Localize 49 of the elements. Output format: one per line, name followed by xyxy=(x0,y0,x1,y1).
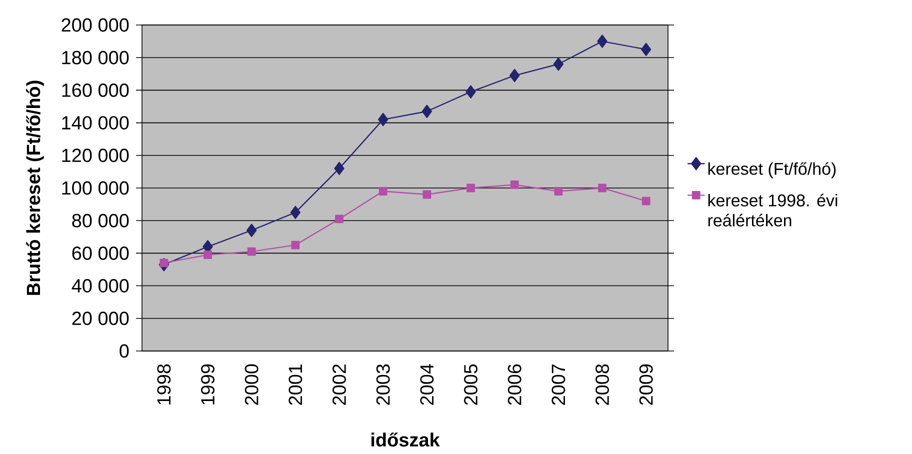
x-tick-label: 2009 xyxy=(639,364,653,405)
x-tick-label: 1999 xyxy=(201,364,214,404)
point xyxy=(422,104,432,118)
legend-label: kereset 1998. évi reálértéken xyxy=(708,194,838,226)
point xyxy=(554,187,563,196)
point xyxy=(640,42,652,56)
point xyxy=(509,68,520,82)
point xyxy=(598,184,606,192)
point xyxy=(290,206,301,220)
point xyxy=(378,187,388,196)
y-tick-label: 100 000 xyxy=(62,181,129,195)
y-tick-label: 180 000 xyxy=(62,50,129,64)
legend-label: kereset (Ft/fő/hó) xyxy=(708,162,836,178)
x-tick-label: 2008 xyxy=(596,364,609,405)
x-tick-label: 2000 xyxy=(244,364,258,405)
y-tick-label: 80 000 xyxy=(72,214,129,228)
y-tick-label: 40 000 xyxy=(72,279,129,293)
y-tick-label: 120 000 xyxy=(62,148,129,162)
point xyxy=(466,184,475,192)
point xyxy=(160,258,168,268)
y-tick-label: 160 000 xyxy=(62,83,129,97)
x-tick-label: 2006 xyxy=(508,364,522,405)
point xyxy=(466,85,476,98)
y-tick-label: 200 000 xyxy=(62,18,129,32)
y-tick-label: 140 000 xyxy=(62,116,129,130)
point xyxy=(204,250,212,260)
point xyxy=(378,112,388,126)
x-tick-label: 2004 xyxy=(420,364,434,405)
point xyxy=(510,180,519,189)
point xyxy=(553,58,564,71)
x-axis-title: időszak xyxy=(371,432,440,447)
x-tick-label: 2003 xyxy=(376,364,390,405)
point xyxy=(247,247,256,256)
y-tick-label: 0 xyxy=(120,344,129,358)
point xyxy=(597,34,608,48)
y-tick-label: 60 000 xyxy=(72,246,129,260)
x-tick-label: 2002 xyxy=(332,364,346,405)
x-tick-label: 2005 xyxy=(464,364,478,405)
point xyxy=(246,224,257,237)
y-tick-label: 20 000 xyxy=(72,312,129,326)
x-tick-label: 1998 xyxy=(157,364,171,404)
point xyxy=(334,162,344,176)
point xyxy=(335,214,344,224)
x-tick-label: 2001 xyxy=(288,364,302,405)
point xyxy=(422,190,432,199)
point xyxy=(642,196,650,206)
y-axis-title: Bruttó kereset (Ft/fő/hó) xyxy=(26,80,44,295)
point xyxy=(291,240,300,250)
x-tick-label: 2007 xyxy=(552,364,566,405)
